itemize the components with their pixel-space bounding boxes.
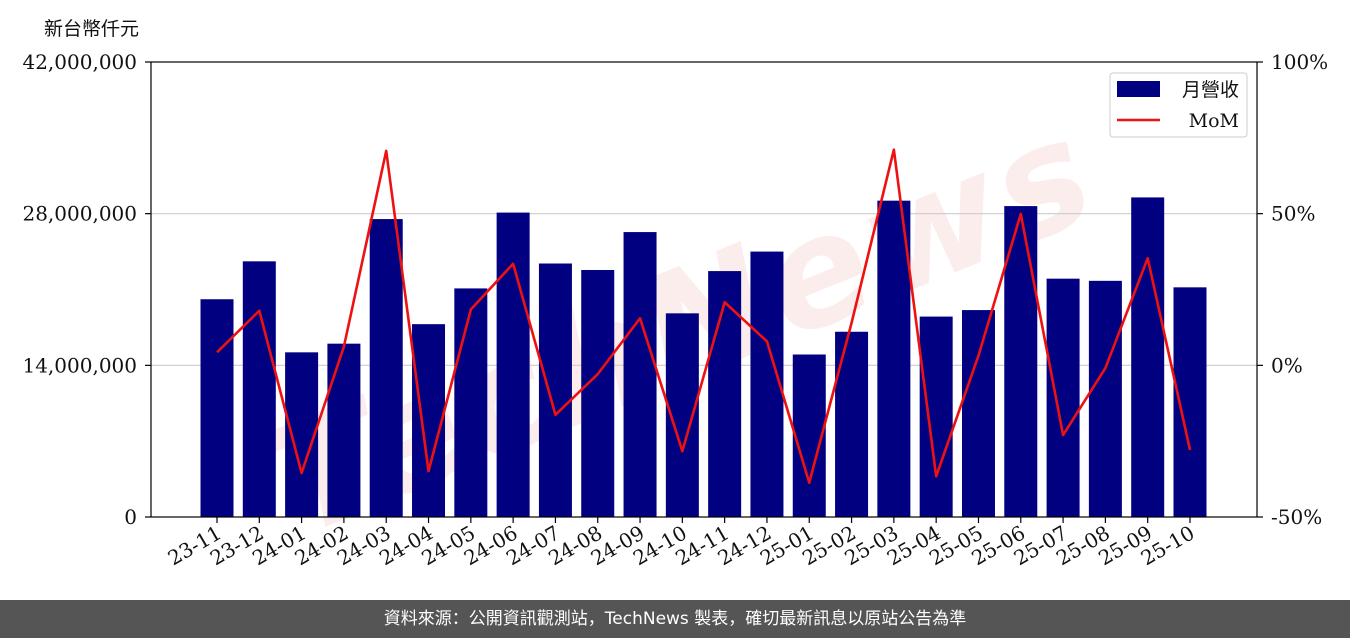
y-right-tick-label: 0%	[1271, 353, 1303, 377]
plot-frame	[150, 61, 1258, 518]
bar	[200, 299, 234, 517]
bar	[877, 200, 911, 517]
legend-bar-swatch	[1117, 81, 1160, 97]
bar	[1088, 280, 1122, 517]
y-right-tick-label: 50%	[1271, 202, 1315, 226]
bar	[369, 219, 403, 518]
bar	[1131, 197, 1165, 517]
bar	[412, 324, 446, 517]
y-left-tick-label: 0	[124, 505, 137, 529]
bar	[961, 310, 995, 517]
mom-line	[216, 148, 1192, 485]
source-footer: 資料來源：公開資訊觀測站，TechNews 製表，確切最新訊息以原站公告為準	[0, 600, 1350, 638]
bar	[538, 263, 572, 517]
y-left-tick-label: 28,000,000	[22, 202, 137, 226]
bar	[623, 232, 657, 518]
y-left-tick-label: 42,000,000	[22, 50, 137, 74]
bar	[919, 316, 953, 517]
bar	[496, 212, 530, 518]
bar	[1046, 278, 1080, 517]
revenue-chart: 0 14,000,000 28,000,000 42,000,000 -50% 0% 50%…	[22, 50, 1328, 570]
y-right-tick-label: -50%	[1271, 505, 1322, 529]
bar	[835, 331, 869, 517]
bar	[581, 270, 615, 517]
bar	[792, 354, 826, 517]
bar	[750, 251, 784, 518]
bar	[454, 288, 488, 517]
legend-bar-label: 月營收	[1182, 79, 1239, 101]
y-right-tick-label: 100%	[1271, 50, 1328, 74]
bar	[1004, 206, 1038, 518]
unit-label: 新台幣仟元	[44, 18, 140, 40]
y-left-tick-label: 14,000,000	[22, 353, 137, 377]
bar	[708, 271, 742, 517]
legend-line-label: MoM	[1189, 110, 1239, 132]
bar	[242, 261, 276, 517]
bar	[327, 343, 361, 517]
